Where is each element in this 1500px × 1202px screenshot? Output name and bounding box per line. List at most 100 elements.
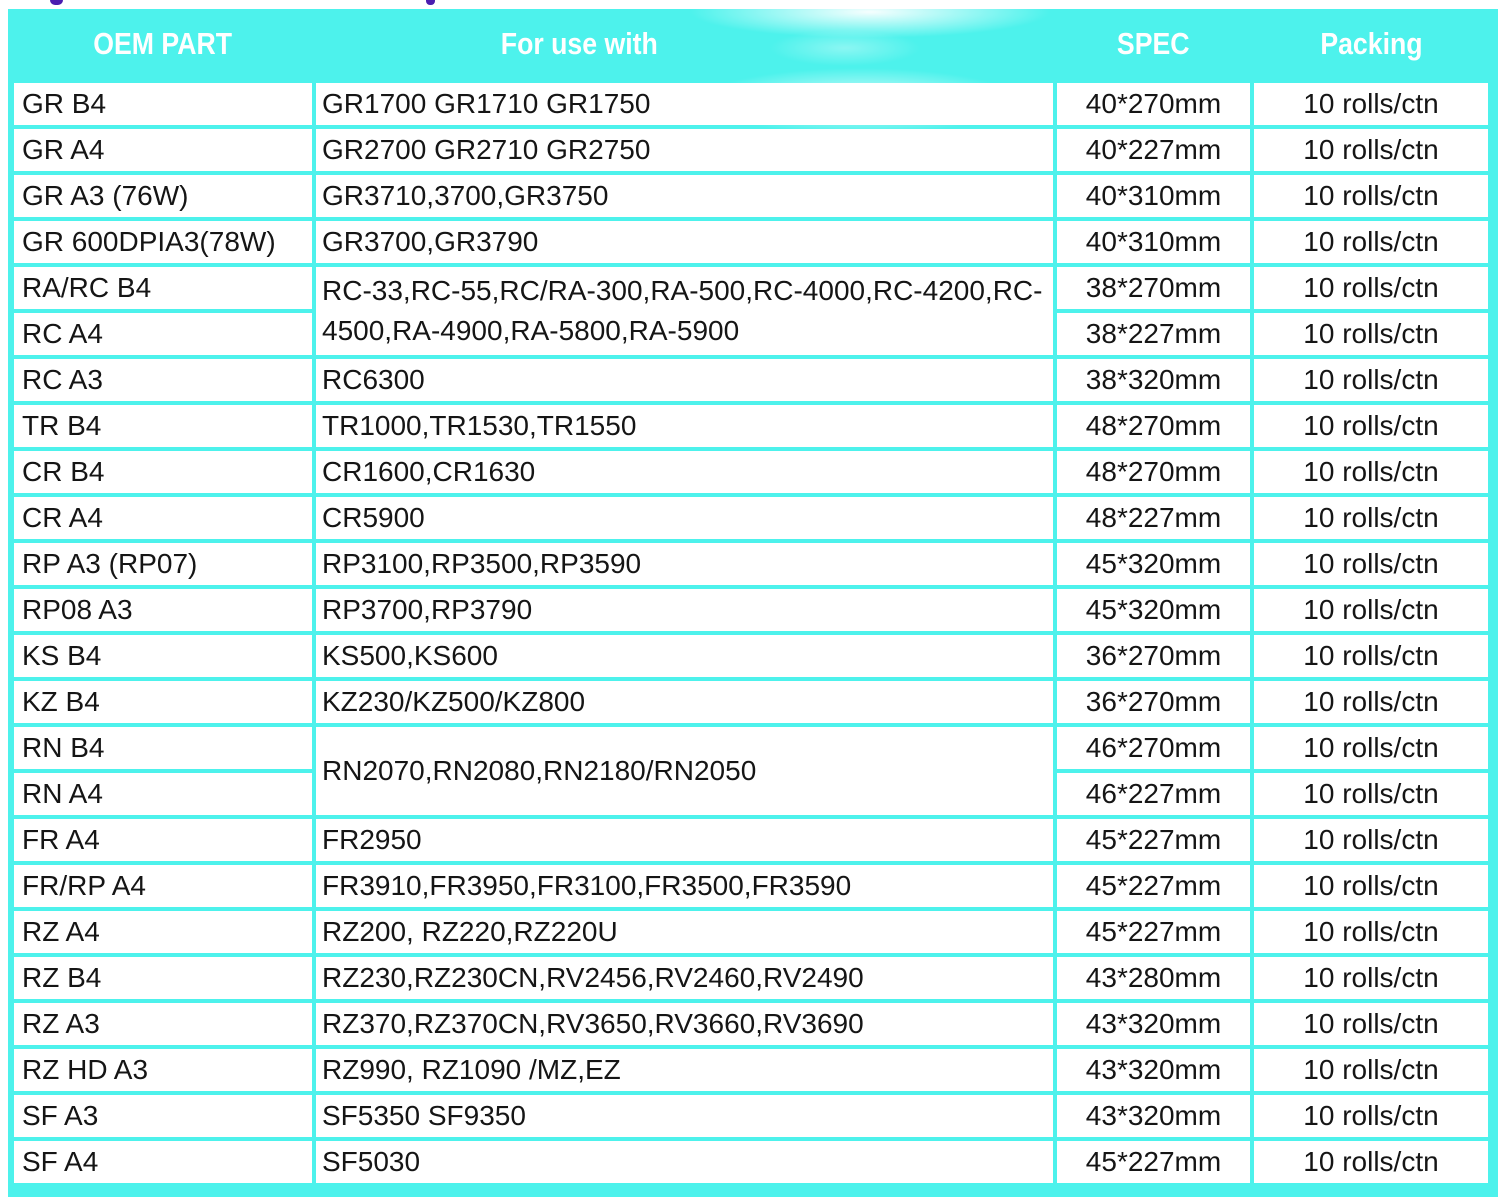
spec-cell: 38*270mm <box>1053 263 1254 313</box>
table-row: RZ A3 RZ370,RZ370CN,RV3650,RV3660,RV3690… <box>10 999 1492 1049</box>
table-row: RP A3 (RP07) RP3100,RP3500,RP3590 45*320… <box>10 539 1492 589</box>
table-row: RZ B4 RZ230,RZ230CN,RV2456,RV2460,RV2490… <box>10 953 1492 1003</box>
spec-cell: 45*227mm <box>1053 815 1254 865</box>
packing-cell: 10 rolls/ctn <box>1250 723 1492 773</box>
oem-part-cell: SF A4 <box>10 1137 316 1187</box>
use-with-cell: RP3100,RP3500,RP3590 <box>312 539 1057 589</box>
packing-cell: 10 rolls/ctn <box>1250 585 1492 635</box>
spec-cell: 45*227mm <box>1053 861 1254 911</box>
oem-part-cell: CR A4 <box>10 493 316 543</box>
spec-cell: 43*320mm <box>1053 1045 1254 1095</box>
spec-cell: 40*310mm <box>1053 171 1254 221</box>
use-with-cell: TR1000,TR1530,TR1550 <box>312 401 1057 451</box>
table-row: RC A3 RC6300 38*320mm 10 rolls/ctn <box>10 355 1492 405</box>
use-with-cell-merged: RC-33,RC-55,RC/RA-300,RA-500,RC-4000,RC-… <box>312 263 1057 359</box>
oem-part-cell: GR A3 (76W) <box>10 171 316 221</box>
parts-spec-table: OEM PART For use with SPEC Packing GR B4… <box>8 9 1498 1197</box>
table-row: KZ B4 KZ230/KZ500/KZ800 36*270mm 10 roll… <box>10 677 1492 727</box>
oem-part-cell: RZ HD A3 <box>10 1045 316 1095</box>
spec-cell: 46*270mm <box>1053 723 1254 773</box>
use-with-cell: GR1700 GR1710 GR1750 <box>312 79 1057 129</box>
table-row: RZ A4 RZ200, RZ220,RZ220U 45*227mm 10 ro… <box>10 907 1492 957</box>
packing-cell: 10 rolls/ctn <box>1250 217 1492 267</box>
packing-cell: 10 rolls/ctn <box>1250 907 1492 957</box>
packing-cell: 10 rolls/ctn <box>1250 815 1492 865</box>
oem-part-cell: CR B4 <box>10 447 316 497</box>
use-with-cell: FR2950 <box>312 815 1057 865</box>
table-row: FR/RP A4 FR3910,FR3950,FR3100,FR3500,FR3… <box>10 861 1492 911</box>
oem-part-cell: RC A4 <box>10 309 316 359</box>
spec-cell: 45*320mm <box>1053 539 1254 589</box>
table-row: RP08 A3 RP3700,RP3790 45*320mm 10 rolls/… <box>10 585 1492 635</box>
use-with-cell: SF5350 SF9350 <box>312 1091 1057 1141</box>
use-with-cell: GR3710,3700,GR3750 <box>312 171 1057 221</box>
use-with-cell: RZ230,RZ230CN,RV2456,RV2460,RV2490 <box>312 953 1057 1003</box>
spec-cell: 48*227mm <box>1053 493 1254 543</box>
spec-cell: 45*227mm <box>1053 907 1254 957</box>
oem-part-cell: RA/RC B4 <box>10 263 316 313</box>
packing-cell: 10 rolls/ctn <box>1250 171 1492 221</box>
spec-cell: 48*270mm <box>1053 447 1254 497</box>
use-with-cell-merged: RN2070,RN2080,RN2180/RN2050 <box>312 723 1057 819</box>
column-header-packing: Packing <box>1252 9 1490 81</box>
oem-part-cell: RZ A4 <box>10 907 316 957</box>
packing-cell: 10 rolls/ctn <box>1250 631 1492 681</box>
oem-part-cell: RC A3 <box>10 355 316 405</box>
packing-cell: 10 rolls/ctn <box>1250 355 1492 405</box>
spec-cell: 43*280mm <box>1053 953 1254 1003</box>
packing-cell: 10 rolls/ctn <box>1250 999 1492 1049</box>
oem-part-cell: GR A4 <box>10 125 316 175</box>
table-row: GR A4 GR2700 GR2710 GR2750 40*227mm 10 r… <box>10 125 1492 175</box>
use-with-cell: GR3700,GR3790 <box>312 217 1057 267</box>
table-row: GR 600DPIA3(78W) GR3700,GR3790 40*310mm … <box>10 217 1492 267</box>
use-with-cell: KZ230/KZ500/KZ800 <box>312 677 1057 727</box>
oem-part-cell: GR 600DPIA3(78W) <box>10 217 316 267</box>
oem-part-cell: GR B4 <box>10 79 316 129</box>
column-header-spec: SPEC <box>1055 9 1252 81</box>
packing-cell: 10 rolls/ctn <box>1250 953 1492 1003</box>
header-row: OEM PART For use with SPEC Packing <box>12 9 1490 81</box>
use-with-cell: KS500,KS600 <box>312 631 1057 681</box>
spec-cell: 46*227mm <box>1053 769 1254 819</box>
cropped-purple-text-artifact <box>50 0 63 5</box>
table-row: FR A4 FR2950 45*227mm 10 rolls/ctn <box>10 815 1492 865</box>
table-row: SF A4 SF5030 45*227mm 10 rolls/ctn <box>10 1137 1492 1187</box>
spec-cell: 40*270mm <box>1053 79 1254 129</box>
spec-cell: 45*320mm <box>1053 585 1254 635</box>
oem-part-cell: FR/RP A4 <box>10 861 316 911</box>
spec-cell: 43*320mm <box>1053 1091 1254 1141</box>
spec-cell: 38*227mm <box>1053 309 1254 359</box>
use-with-cell: CR5900 <box>312 493 1057 543</box>
use-with-cell: RP3700,RP3790 <box>312 585 1057 635</box>
oem-part-cell: RN B4 <box>10 723 316 773</box>
packing-cell: 10 rolls/ctn <box>1250 1045 1492 1095</box>
packing-cell: 10 rolls/ctn <box>1250 125 1492 175</box>
table-row: CR B4 CR1600,CR1630 48*270mm 10 rolls/ct… <box>10 447 1492 497</box>
spec-cell: 38*320mm <box>1053 355 1254 405</box>
oem-part-cell: RZ A3 <box>10 999 316 1049</box>
table-row: SF A3 SF5350 SF9350 43*320mm 10 rolls/ct… <box>10 1091 1492 1141</box>
cropped-purple-text-artifact <box>426 0 435 5</box>
oem-part-cell: SF A3 <box>10 1091 316 1141</box>
packing-cell: 10 rolls/ctn <box>1250 309 1492 359</box>
oem-part-cell: FR A4 <box>10 815 316 865</box>
oem-part-cell: KZ B4 <box>10 677 316 727</box>
spec-cell: 36*270mm <box>1053 677 1254 727</box>
table-row: KS B4 KS500,KS600 36*270mm 10 rolls/ctn <box>10 631 1492 681</box>
spec-cell: 40*227mm <box>1053 125 1254 175</box>
table-row: GR B4 GR1700 GR1710 GR1750 40*270mm 10 r… <box>10 79 1492 129</box>
table-row: RN A4 46*227mm 10 rolls/ctn <box>10 769 1492 819</box>
column-header-oem-part: OEM PART <box>12 9 314 81</box>
packing-cell: 10 rolls/ctn <box>1250 861 1492 911</box>
use-with-cell: RC6300 <box>312 355 1057 405</box>
oem-part-cell: KS B4 <box>10 631 316 681</box>
spec-cell: 43*320mm <box>1053 999 1254 1049</box>
oem-part-cell: RP A3 (RP07) <box>10 539 316 589</box>
oem-part-cell: RZ B4 <box>10 953 316 1003</box>
use-with-cell: GR2700 GR2710 GR2750 <box>312 125 1057 175</box>
column-header-for-use-with: For use with <box>314 9 1055 81</box>
table-row: RN B4 RN2070,RN2080,RN2180/RN2050 46*270… <box>10 723 1492 819</box>
spec-cell: 40*310mm <box>1053 217 1254 267</box>
packing-cell: 10 rolls/ctn <box>1250 1091 1492 1141</box>
use-with-cell: RZ200, RZ220,RZ220U <box>312 907 1057 957</box>
